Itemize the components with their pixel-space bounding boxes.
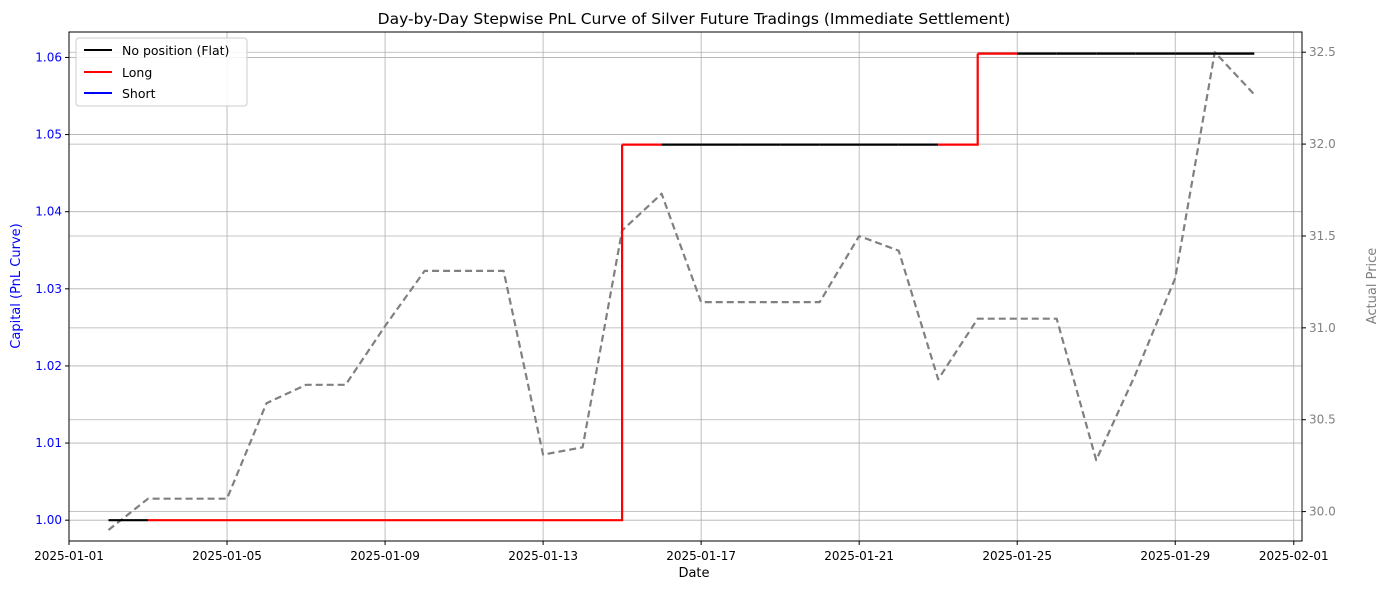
x-tick-label: 2025-01-09 — [350, 549, 420, 563]
y-axis-right: 30.0 30.5 31.0 31.5 32.0 32.5 — [1302, 45, 1336, 519]
y-left-axis-title: Capital (PnL Curve) — [9, 223, 24, 348]
x-tick-label: 2025-01-29 — [1140, 549, 1210, 563]
legend-label-long: Long — [122, 65, 152, 80]
x-tick-label: 2025-01-13 — [508, 549, 578, 563]
y-right-tick-label: 32.0 — [1309, 137, 1336, 151]
price-series — [107, 51, 1256, 531]
legend-label-short: Short — [122, 86, 156, 101]
x-tick-label: 2025-01-21 — [824, 549, 894, 563]
legend: No position (Flat) Long Short — [75, 37, 248, 107]
y-left-tick-label: 1.01 — [35, 436, 62, 450]
pnl-segment-long — [582, 144, 624, 522]
y-left-tick-label: 1.03 — [35, 282, 62, 296]
x-tick-label: 2025-01-17 — [666, 549, 736, 563]
y-left-tick-label: 1.02 — [35, 359, 62, 373]
x-axis-title: Date — [678, 566, 709, 581]
y-left-tick-label: 1.00 — [35, 513, 62, 527]
pnl-segment-long — [938, 53, 979, 146]
pnl-series — [108, 52, 1255, 522]
x-axis: 2025-01-01 2025-01-05 2025-01-09 2025-01-13… — [34, 541, 1329, 563]
y-left-tick-label: 1.06 — [35, 50, 62, 64]
plot-frame — [68, 31, 1303, 542]
x-tick-label: 2025-02-01 — [1259, 549, 1329, 563]
y-right-tick-label: 30.0 — [1309, 505, 1336, 519]
y-right-tick-label: 30.5 — [1309, 413, 1336, 427]
y-left-tick-label: 1.05 — [35, 128, 62, 142]
y-axis-left: 1.00 1.01 1.02 1.03 1.04 1.05 1.06 — [35, 50, 69, 527]
x-tick-label: 2025-01-05 — [192, 549, 262, 563]
legend-label-flat: No position (Flat) — [122, 43, 229, 58]
y-left-tick-label: 1.04 — [35, 205, 62, 219]
grid-lines — [68, 32, 1302, 541]
y-right-axis-title: Actual Price — [1365, 248, 1380, 325]
y-right-tick-label: 31.5 — [1309, 229, 1336, 243]
legend-box — [75, 37, 248, 107]
chart-title: Day-by-Day Stepwise PnL Curve of Silver … — [378, 10, 1011, 28]
y-right-tick-label: 31.0 — [1309, 321, 1336, 335]
price-line — [107, 51, 1256, 531]
y-right-tick-label: 32.5 — [1309, 45, 1336, 59]
x-tick-label: 2025-01-01 — [34, 549, 104, 563]
x-tick-label: 2025-01-25 — [982, 549, 1052, 563]
